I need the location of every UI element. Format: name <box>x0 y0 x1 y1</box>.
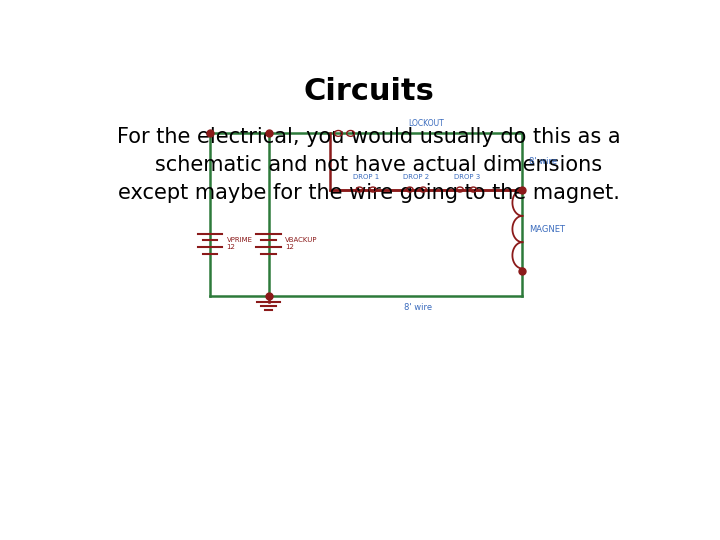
Text: DROP 1: DROP 1 <box>353 174 379 180</box>
Text: VPRIME
12: VPRIME 12 <box>227 237 253 250</box>
Text: LOCKOUT: LOCKOUT <box>408 119 444 129</box>
Point <box>517 185 528 194</box>
Text: VBACKUP
12: VBACKUP 12 <box>285 237 318 250</box>
Text: 8' wire: 8' wire <box>404 303 432 312</box>
Point <box>263 129 274 138</box>
Point <box>204 129 216 138</box>
Point <box>517 266 528 275</box>
Text: DROP 3: DROP 3 <box>454 174 480 180</box>
Text: For the electrical, you would usually do this as a
   schematic and not have act: For the electrical, you would usually do… <box>117 127 621 203</box>
Text: DROP 2: DROP 2 <box>403 174 430 180</box>
Text: MAGNET: MAGNET <box>529 225 565 233</box>
Point <box>263 291 274 300</box>
Text: Circuits: Circuits <box>304 77 434 106</box>
Text: 8' wire: 8' wire <box>529 157 557 166</box>
